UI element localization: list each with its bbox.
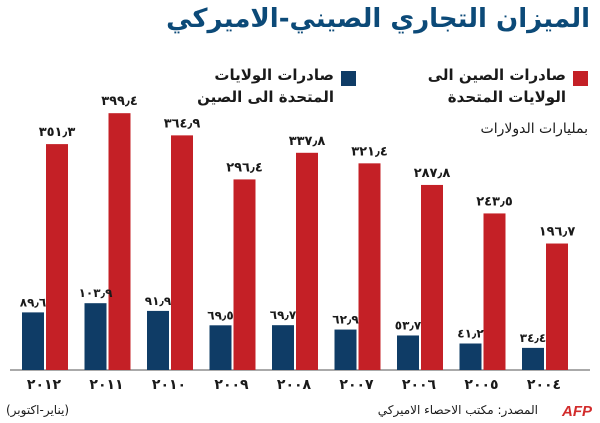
year-tick-label: ٢٠١١ <box>89 377 123 393</box>
legend-label-us-exports: صادرات الولايات المتحدة الى الصين <box>197 66 334 106</box>
value-label-china-exports: ٢٨٧٫٨ <box>414 166 451 181</box>
year-tick-label: ٢٠٠٤ <box>527 377 561 393</box>
bar-us-exports <box>334 329 357 370</box>
year-tick-label: ٢٠٠٧ <box>339 377 374 393</box>
bar-us-exports <box>209 325 232 370</box>
year-tick-label: ٢٠٠٦ <box>402 377 437 393</box>
value-label-china-exports: ٢٤٣٫٥ <box>476 194 513 209</box>
bar-china-exports <box>233 179 256 370</box>
value-label-us-exports: ٦٩٫٥ <box>207 308 233 322</box>
value-label-china-exports: ١٩٦٫٧ <box>539 225 576 240</box>
bar-us-exports <box>459 343 482 370</box>
afp-logo-text: AFP <box>562 403 592 420</box>
value-label-china-exports: ٣٩٩٫٤ <box>101 94 138 109</box>
legend-label-china-exports: صادرات الصين الى الولايات المتحدة <box>427 66 566 106</box>
year-tick-label: ٢٠٠٥ <box>464 377 498 393</box>
bar-us-exports <box>272 325 294 370</box>
bar-us-exports <box>84 303 107 370</box>
value-label-china-exports: ٣٣٧٫٨ <box>289 134 326 149</box>
year-tick-label: ٢٠١٠ <box>152 377 186 393</box>
value-label-china-exports: ٣٢١٫٤ <box>351 144 388 159</box>
bar-china-exports <box>108 113 131 371</box>
year-tick-label: ٢٠٠٨ <box>277 377 312 393</box>
year-tick-label: ٢٠١٢ <box>27 377 62 393</box>
bar-china-exports <box>46 144 68 370</box>
value-label-china-exports: ٣٥١٫٣ <box>39 125 76 140</box>
bar-china-exports <box>358 163 381 370</box>
bar-us-exports <box>147 310 169 370</box>
afp-logo: AFP <box>562 403 592 420</box>
value-label-us-exports: ٦٩٫٧ <box>270 308 297 322</box>
bar-china-exports <box>296 152 318 370</box>
value-label-china-exports: ٣٦٤٫٩ <box>164 116 201 131</box>
value-label-us-exports: ٦٢٫٩ <box>332 313 359 327</box>
bar-china-exports <box>171 135 193 370</box>
value-label-us-exports: ١٠٣٫٩ <box>79 286 113 300</box>
value-label-us-exports: ٣٤٫٤ <box>520 331 546 345</box>
bar-china-exports <box>421 184 443 370</box>
period-note: (يناير-اكتوبر) <box>6 403 70 417</box>
bar-us-exports <box>22 312 44 370</box>
source-label: المصدر: مكتب الاحصاء الاميركي <box>377 403 538 417</box>
year-tick-label: ٢٠٠٩ <box>214 377 249 393</box>
unit-label: بمليارات الدولارات <box>480 121 588 137</box>
bar-us-exports <box>397 335 419 370</box>
bar-china-exports <box>546 243 568 370</box>
value-label-us-exports: ٥٣٫٧ <box>395 318 422 332</box>
bar-us-exports <box>522 347 544 370</box>
legend-swatch-red <box>573 71 588 86</box>
value-label-china-exports: ٢٩٦٫٤ <box>226 160 263 175</box>
value-label-us-exports: ٨٩٫٦ <box>20 295 46 309</box>
chart-title: الميزان التجاري الصيني-الاميركي <box>166 4 590 34</box>
legend-swatch-blue <box>341 71 356 86</box>
value-label-us-exports: ٩١٫٩ <box>145 294 172 308</box>
bar-china-exports <box>483 213 506 370</box>
value-label-us-exports: ٤١٫٢ <box>457 327 484 341</box>
